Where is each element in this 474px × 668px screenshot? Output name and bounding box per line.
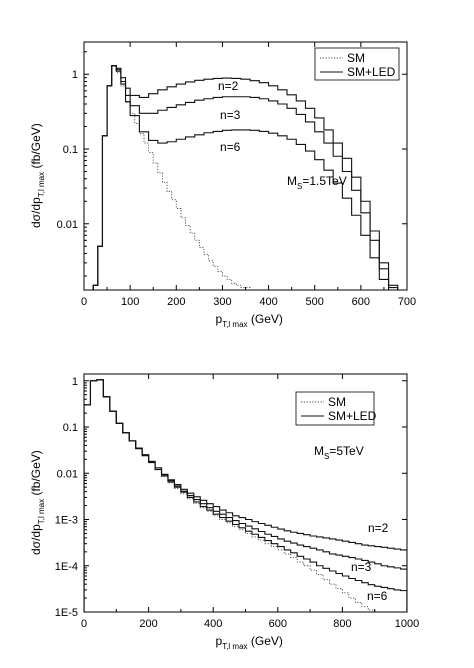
x-tick-label: 1000 xyxy=(395,618,419,630)
y-tick-label: 1E-3 xyxy=(55,515,78,527)
x-tick-label: 200 xyxy=(167,296,185,308)
legend-smled-label: SM+LED xyxy=(328,409,377,423)
annotation-n3: n=3 xyxy=(351,560,372,574)
x-tick-label: 400 xyxy=(204,618,222,630)
annotation-ms: MS=1.5TeV xyxy=(287,174,347,191)
annotation-ms-value: =1.5TeV xyxy=(302,174,346,188)
annotation-ms-main: M xyxy=(314,444,324,458)
series-group xyxy=(92,65,407,290)
y-axis-label: dσ/dpT,l max (fb/GeV) xyxy=(29,450,46,555)
legend-sm-label: SM xyxy=(328,395,346,409)
y-tick-label: 0.1 xyxy=(63,422,78,434)
x-tick-label: 0 xyxy=(81,296,87,308)
annotation-ms-main: M xyxy=(287,174,297,188)
x-axis-label-main: p xyxy=(216,634,223,648)
legend-box xyxy=(295,391,375,426)
y-axis-label-sub: T,l max xyxy=(37,499,46,524)
y-axis-label-unit: (fb/GeV) xyxy=(29,450,43,499)
series-n6-line xyxy=(84,379,407,612)
x-axis-label-main: p xyxy=(216,312,223,326)
x-tick-label: 200 xyxy=(139,618,157,630)
series-n6-line xyxy=(92,65,407,290)
y-tick-label: 1 xyxy=(72,69,78,81)
series-sm-line xyxy=(92,65,260,290)
x-tick-label: 800 xyxy=(333,618,351,630)
annotation-n6: n=6 xyxy=(220,140,241,154)
series-group xyxy=(84,379,407,612)
x-tick-label: 100 xyxy=(121,296,139,308)
annotation-n3: n=3 xyxy=(220,108,241,122)
x-tick-label: 0 xyxy=(81,618,87,630)
annotation-n2: n=2 xyxy=(368,521,389,535)
y-axis-label-sub: T,l max xyxy=(37,172,46,197)
lower-chart: 0 200 400 600 800 10001E-51E-41E-30.010.11pT,… xyxy=(29,373,419,651)
annotation-ms-sub: S xyxy=(297,182,302,191)
annotation-ms-sub: S xyxy=(324,452,329,461)
y-tick-label: 0.01 xyxy=(57,219,78,231)
y-tick-label: 0.1 xyxy=(63,144,78,156)
legend-smled-label: SM+LED xyxy=(347,65,396,79)
annotation-n2: n=2 xyxy=(218,79,239,93)
annotation-ms-value: =5TeV xyxy=(329,444,363,458)
x-tick-label: 400 xyxy=(259,296,277,308)
y-axis-label: dσ/dpT,l max (fb/GeV) xyxy=(29,123,46,228)
annotation-n6: n=6 xyxy=(367,589,388,603)
x-axis-label-unit: (GeV) xyxy=(248,312,283,326)
y-axis-label-main: dσ/dp xyxy=(29,524,43,555)
legend-box xyxy=(314,47,400,81)
x-tick-label: 700 xyxy=(398,296,416,308)
x-tick-label: 500 xyxy=(306,296,324,308)
x-tick-label: 300 xyxy=(213,296,231,308)
legend-sm-label: SM xyxy=(347,51,365,65)
y-tick-label: 1 xyxy=(72,376,78,388)
x-axis-label: pT,l max (GeV) xyxy=(216,312,283,329)
x-axis-label: pT,l max (GeV) xyxy=(216,634,283,651)
x-axis-label-sub: T,l max xyxy=(222,320,247,329)
x-tick-label: 600 xyxy=(352,296,370,308)
x-tick-label: 600 xyxy=(269,618,287,630)
y-tick-label: 1E-4 xyxy=(55,561,78,573)
y-tick-label: 1E-5 xyxy=(55,607,78,619)
y-axis-label-main: dσ/dp xyxy=(29,197,43,228)
annotation-ms: MS=5TeV xyxy=(314,444,364,461)
y-axis-label-unit: (fb/GeV) xyxy=(29,123,43,172)
y-tick-label: 0.01 xyxy=(57,468,78,480)
x-axis-label-unit: (GeV) xyxy=(248,634,283,648)
x-axis-label-sub: T,l max xyxy=(222,642,247,651)
